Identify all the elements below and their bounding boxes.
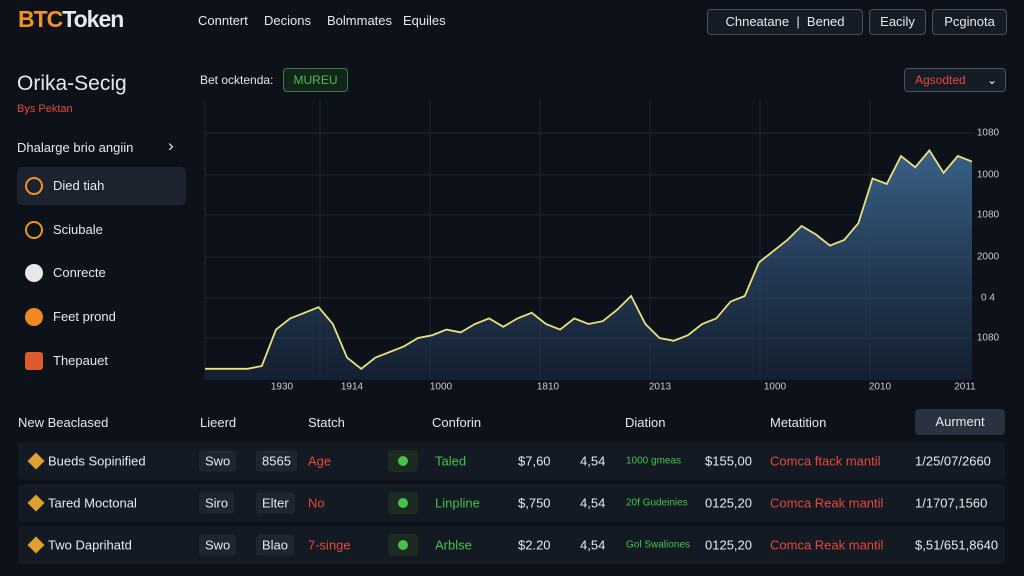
table-cell: 4,54 xyxy=(580,537,606,553)
x-tick-label: 1930 xyxy=(271,382,294,393)
button[interactable]: Pcginota xyxy=(932,9,1007,35)
badge[interactable]: MUREU xyxy=(283,68,348,92)
table-cell: Comca ftack mantil xyxy=(770,453,881,469)
menu-label: Feet prond xyxy=(53,309,116,324)
button-group: Chneatane | Bened xyxy=(707,9,863,35)
x-tick-label: 1810 xyxy=(537,382,560,393)
y-tick-label: 1080 xyxy=(977,333,1000,344)
table-cell: $,750 xyxy=(518,495,551,511)
y-tick-label: 1080 xyxy=(977,128,1000,139)
x-tick-label: 1914 xyxy=(341,382,364,393)
table-cell: Elter xyxy=(256,492,295,514)
table-cell: 1/25/07/2660 xyxy=(915,453,991,469)
nav-link[interactable]: Equiles xyxy=(403,13,446,28)
column-header: Diation xyxy=(625,415,666,430)
table-row[interactable] xyxy=(18,526,1005,564)
button[interactable]: Aurment xyxy=(915,409,1005,435)
table-row[interactable] xyxy=(18,442,1005,480)
column-header: Metatition xyxy=(770,415,827,430)
y-tick-label: 1000 xyxy=(977,170,1000,181)
x-tick-label: 2011 xyxy=(954,382,976,393)
table-row[interactable] xyxy=(18,484,1005,522)
table-cell: No xyxy=(308,495,325,511)
x-tick-label: 2010 xyxy=(869,382,892,393)
menu-label: Thepauet xyxy=(53,353,108,368)
table-cell: 0125,20 xyxy=(705,537,752,553)
table-cell: $155,00 xyxy=(705,453,752,469)
table-cell: 1/1707,1560 xyxy=(915,495,988,511)
menu-item[interactable]: Sciubale xyxy=(17,211,186,249)
table-cell: 1000 gmeas xyxy=(626,455,682,467)
table-cell: Siro xyxy=(199,492,235,514)
table-cell: 4,54 xyxy=(580,453,606,469)
table-cell: Swo xyxy=(199,534,237,556)
menu-label: Sciubale xyxy=(53,222,103,237)
chevron: › xyxy=(168,136,174,155)
column-header: Lieerd xyxy=(200,415,237,430)
table-cell: Comca Reak mantil xyxy=(770,537,884,553)
area xyxy=(205,150,972,380)
sidebar-title: Orika-Secig xyxy=(17,72,127,95)
table-cell: Bueds Sopinified xyxy=(48,453,146,469)
table-cell: Taled xyxy=(435,453,467,469)
table-cell: Blao xyxy=(256,534,295,556)
table-cell: 0125,20 xyxy=(705,495,752,511)
table-cell: Arblse xyxy=(435,537,472,553)
column-header: Statch xyxy=(308,415,345,430)
x-tick-label: 1000 xyxy=(430,382,453,393)
menu-label: Died tiah xyxy=(53,178,105,193)
area-line xyxy=(205,148,973,370)
button[interactable]: Eacily xyxy=(869,9,926,35)
nav-link[interactable]: Bolmmates xyxy=(327,13,393,28)
table-cell: Age xyxy=(308,453,332,469)
table-cell: 7-singe xyxy=(308,537,351,553)
logo[interactable]: BTCToken xyxy=(18,6,124,33)
y-tick-label: 1080 xyxy=(977,210,1000,221)
dropdown[interactable]: Agsodted ⌄ xyxy=(904,68,1006,92)
table-cell: Two Daprihatd xyxy=(48,537,132,553)
sidebar-subtitle: Bys Pektan xyxy=(17,103,73,115)
menu-item[interactable]: Thepauet xyxy=(17,342,186,380)
column-header: Conforin xyxy=(432,415,482,430)
button[interactable]: Chneatane xyxy=(725,14,790,29)
table-cell: Tared Moctonal xyxy=(48,495,137,511)
menu-label: Conrecte xyxy=(53,265,106,280)
y-tick-label: 0 4 xyxy=(981,293,995,304)
status-icon-dot xyxy=(398,540,408,550)
chart-label: Bet ocktenda: xyxy=(200,73,274,87)
chart: 1080 1000 1080 2000 0 4 1080 1930 1914 1000 1810 2… xyxy=(204,100,1000,393)
y-tick-label: 2000 xyxy=(977,252,1000,263)
logo-accent: BTC xyxy=(18,6,63,32)
button[interactable]: Bened xyxy=(806,14,845,29)
table-cell: Linpline xyxy=(435,495,480,511)
menu-item[interactable]: Died tiah xyxy=(17,167,186,205)
table-cell: $,51/651,8640 xyxy=(915,537,999,553)
table-cell: Gol Swaliones xyxy=(626,539,690,551)
table-cell: Swo xyxy=(199,450,237,472)
dropdown-label: Agsodted xyxy=(915,73,966,87)
table-cell: 8565 xyxy=(256,450,297,472)
nav-link[interactable]: Conntert xyxy=(198,13,248,28)
menu-item[interactable]: Conrecte xyxy=(17,254,186,292)
table-cell: 4,54 xyxy=(580,495,606,511)
nav-link[interactable]: Decions xyxy=(264,13,311,28)
column-header: New Beaclased xyxy=(18,415,109,430)
table-cell: 20f Gudeinies xyxy=(626,497,688,509)
status-icon-dot xyxy=(398,456,408,466)
section-header[interactable]: Dhalarge brio angiin xyxy=(17,140,134,155)
status-icon-dot xyxy=(398,498,408,508)
x-tick-label: 1000 xyxy=(764,382,787,393)
table-cell: $2.20 xyxy=(518,537,551,553)
menu-item[interactable]: Feet prond xyxy=(17,298,186,336)
table-cell: $7,60 xyxy=(518,453,551,469)
logo-text: Token xyxy=(62,6,124,32)
x-tick-label: 2013 xyxy=(649,382,672,393)
table-cell: Comca Reak mantil xyxy=(770,495,884,511)
